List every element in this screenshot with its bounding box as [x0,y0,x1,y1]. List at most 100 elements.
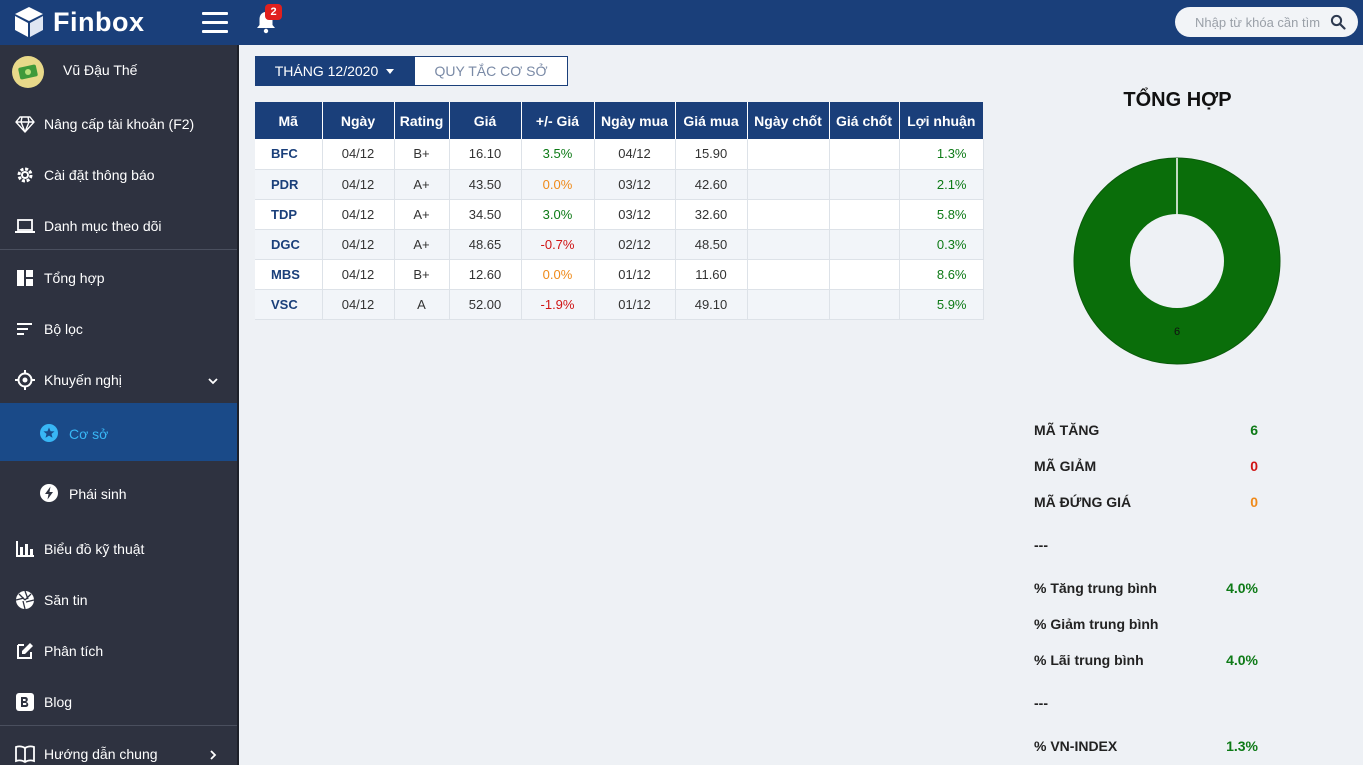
user-profile[interactable]: Vũ Đậu Thế [0,45,238,95]
column-header[interactable]: Giá [449,102,522,139]
table-row[interactable]: BFC 04/12 B+ 16.10 3.5% 04/12 15.90 1.3% [255,139,984,170]
donut-data-label: 6 [1174,326,1180,338]
cell-close-price [829,139,900,170]
stat-label: % Lãi trung bình [1034,652,1144,668]
stat-avg-profit: % Lãi trung bình 4.0% [1034,652,1264,672]
sidebar-item-blog[interactable]: Blog [0,677,238,727]
recommendations-table: Mã Ngày Rating Giá +/- Giá Ngày mua Giá … [255,102,984,320]
cell-price: 48.65 [449,229,522,260]
sidebar-item-label: Khuyến nghị [44,372,122,388]
cell-buy-price: 48.50 [675,229,748,260]
month-dropdown[interactable]: THÁNG 12/2020 [255,56,414,86]
sidebar-item-news[interactable]: Săn tin [0,575,238,625]
column-header[interactable]: Lợi nhuận [899,102,983,139]
column-header[interactable]: Ngày [322,102,395,139]
summary-donut-chart: 6 [1073,157,1281,365]
cell-change: 3.5% [521,139,595,170]
cell-date: 04/12 [322,289,395,320]
column-header[interactable]: Rating [394,102,450,139]
sidebar-item-label: Phân tích [44,643,104,659]
sidebar-item-label: Hướng dẫn chung [44,746,158,762]
cell-code[interactable]: MBS [255,259,323,290]
table-row[interactable]: TDP 04/12 A+ 34.50 3.0% 03/12 32.60 5.8% [255,199,984,230]
cell-change: 0.0% [521,169,595,200]
cell-date: 04/12 [322,169,395,200]
cell-price: 34.50 [449,199,522,230]
sidebar-item-phai-sinh[interactable]: Phái sinh [0,463,238,521]
stat-flat: MÃ ĐỨNG GIÁ 0 [1034,494,1264,514]
sidebar-item-label: Danh mục theo dõi [44,218,162,234]
cell-code[interactable]: VSC [255,289,323,320]
brand-logo[interactable]: Finbox [12,5,145,39]
cell-buy-date: 02/12 [594,229,676,260]
column-header[interactable]: Giá mua [675,102,748,139]
table-row[interactable]: VSC 04/12 A 52.00 -1.9% 01/12 49.10 5.9% [255,289,984,320]
search-icon[interactable] [1330,14,1346,30]
cell-price: 52.00 [449,289,522,320]
cell-close-price [829,259,900,290]
tab-rules-label: QUY TẮC CƠ SỞ [434,63,548,79]
stat-value: 4.0% [1226,652,1258,668]
filter-icon [17,323,32,335]
cell-buy-price: 42.60 [675,169,748,200]
sidebar-item-label: Săn tin [44,592,88,608]
table-row[interactable]: MBS 04/12 B+ 12.60 0.0% 01/12 11.60 8.6% [255,259,984,290]
summary-title: TỔNG HỢP [1123,89,1232,111]
cube-logo-icon [15,7,43,37]
menu-toggle-icon[interactable] [202,12,228,33]
cell-price: 16.10 [449,139,522,170]
cell-close-price [829,229,900,260]
column-header[interactable]: Mã [255,102,323,139]
sidebar-item-label: Tổng hợp [44,270,105,286]
cell-code[interactable]: DGC [255,229,323,260]
column-header[interactable]: Ngày chốt [747,102,830,139]
top-bar: Finbox 2 [0,0,1363,45]
cell-profit: 8.6% [899,259,984,290]
table-row[interactable]: PDR 04/12 A+ 43.50 0.0% 03/12 42.60 2.1% [255,169,984,200]
cell-date: 04/12 [322,139,395,170]
sidebar-item-guide[interactable]: Hướng dẫn chung [0,729,238,765]
cell-close-date [747,199,830,230]
cell-code[interactable]: PDR [255,169,323,200]
sidebar-item-label: Bộ lọc [44,321,83,337]
sidebar-item-filter[interactable]: Bộ lọc [0,304,238,354]
sidebar-edge [237,45,239,765]
stat-up: MÃ TĂNG 6 [1034,422,1264,442]
caret-down-icon [386,68,395,74]
cell-date: 04/12 [322,259,395,290]
sidebar-item-co-so[interactable]: Cơ sở [0,403,238,461]
separator-text: --- [1034,695,1048,711]
diamond-icon [15,116,35,133]
column-header[interactable]: +/- Giá [521,102,595,139]
sidebar: Vũ Đậu Thế Nâng cấp tài khoản (F2) Cài đ… [0,45,238,765]
stat-separator: --- [1034,695,1264,715]
sidebar-item-technical-chart[interactable]: Biểu đồ kỹ thuật [0,524,238,574]
table-row[interactable]: DGC 04/12 A+ 48.65 -0.7% 02/12 48.50 0.3% [255,229,984,260]
sidebar-item-summary[interactable]: Tổng hợp [0,253,238,303]
stat-label: MÃ ĐỨNG GIÁ [1034,494,1132,510]
cell-buy-date: 03/12 [594,199,676,230]
notification-badge: 2 [265,4,282,20]
cell-code[interactable]: TDP [255,199,323,230]
laptop-icon [15,219,35,233]
cell-close-date [747,229,830,260]
column-header[interactable]: Ngày mua [594,102,676,139]
cell-buy-date: 03/12 [594,169,676,200]
sidebar-item-notification-settings[interactable]: Cài đặt thông báo [0,150,238,200]
stat-avg-up: % Tăng trung bình 4.0% [1034,580,1264,600]
sidebar-item-recommendations[interactable]: Khuyến nghị [0,355,238,405]
stat-value: 4.0% [1226,580,1258,596]
sidebar-item-analysis[interactable]: Phân tích [0,626,238,676]
dashboard-icon [17,270,33,286]
search-input[interactable] [1195,13,1320,31]
cell-buy-price: 49.10 [675,289,748,320]
sidebar-item-upgrade[interactable]: Nâng cấp tài khoản (F2) [0,99,238,149]
tab-rules[interactable]: QUY TẮC CƠ SỞ [414,56,568,86]
cell-code[interactable]: BFC [255,139,323,170]
sidebar-item-watchlist[interactable]: Danh mục theo dõi [0,201,238,251]
table-header-row: Mã Ngày Rating Giá +/- Giá Ngày mua Giá … [255,102,983,139]
stat-vnindex: % VN-INDEX 1.3% [1034,738,1264,758]
cell-buy-price: 15.90 [675,139,748,170]
stat-value: 6 [1250,422,1258,438]
column-header[interactable]: Giá chốt [829,102,900,139]
